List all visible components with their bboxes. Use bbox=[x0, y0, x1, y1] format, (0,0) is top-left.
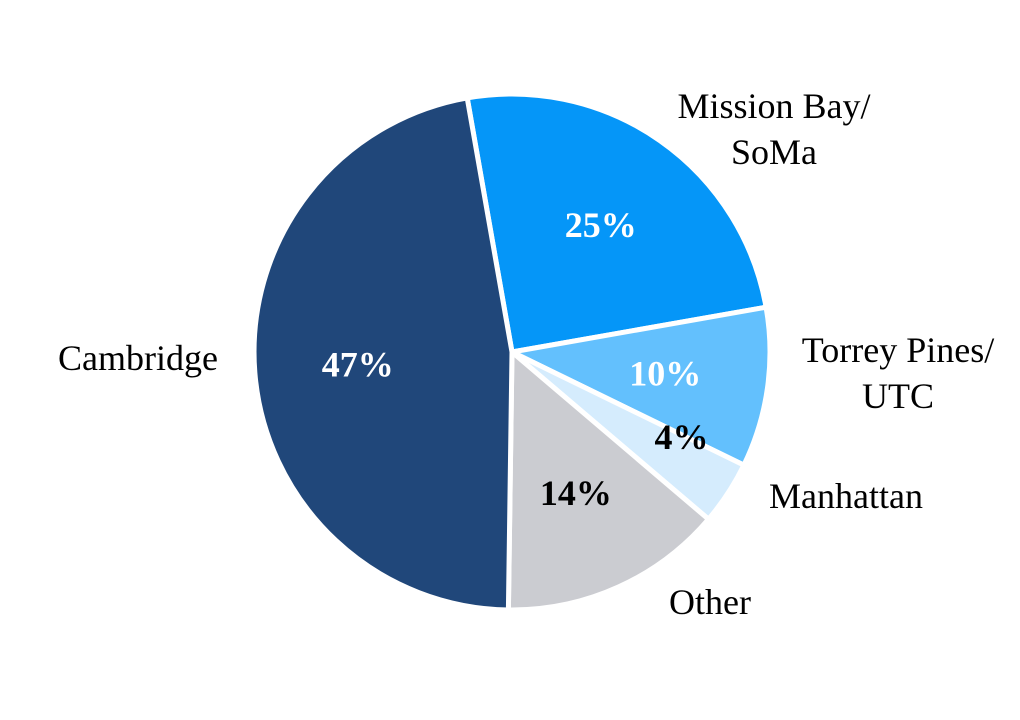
pie-slice-1 bbox=[464, 91, 769, 355]
category-label: Torrey Pines/UTC bbox=[802, 330, 994, 416]
percent-label: 47% bbox=[322, 344, 394, 384]
pie-slice-2 bbox=[509, 304, 773, 468]
percent-label: 4% bbox=[655, 417, 709, 457]
percent-label: 14% bbox=[540, 473, 612, 513]
pie-slice-4 bbox=[505, 349, 711, 613]
pie-slices bbox=[251, 91, 773, 613]
category-label: Manhattan bbox=[769, 476, 923, 516]
pie-slice-5 bbox=[251, 95, 515, 613]
category-label: Cambridge bbox=[58, 338, 218, 378]
category-label: Other bbox=[669, 582, 751, 622]
category-labels: Mission Bay/SoMa Torrey Pines/UTC Manhatta… bbox=[58, 86, 994, 622]
category-label: Mission Bay/SoMa bbox=[677, 86, 870, 172]
percent-label: 10% bbox=[629, 354, 701, 394]
percent-labels: 25% 10% 4% 14% 47% bbox=[322, 205, 709, 513]
percent-label: 25% bbox=[565, 205, 637, 245]
